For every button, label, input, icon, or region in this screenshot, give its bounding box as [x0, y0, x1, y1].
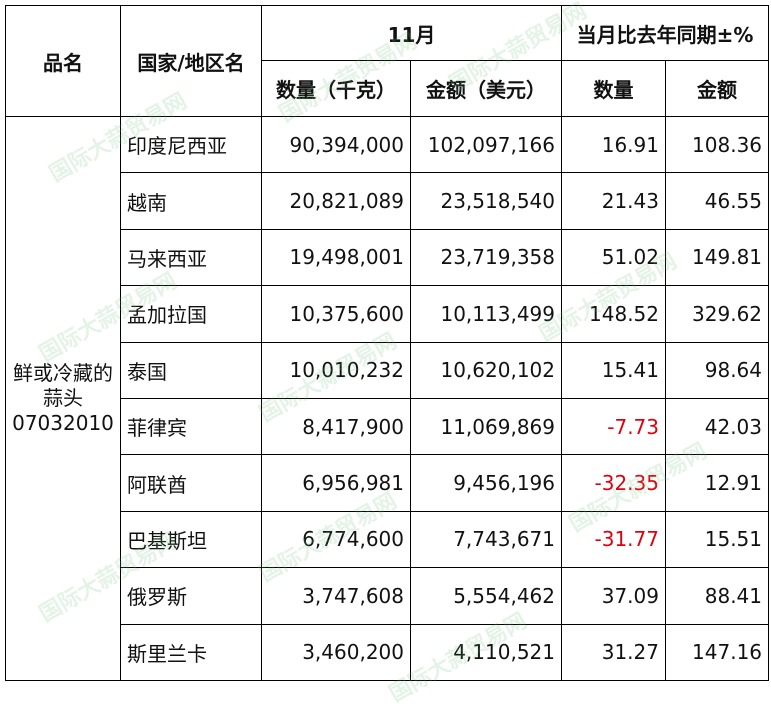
country-cell: 菲律宾 [120, 397, 262, 456]
qty-yoy-cell: 16.91 [561, 115, 666, 174]
country-cell: 越南 [120, 172, 262, 230]
qty-cell: 90,394,000 [261, 115, 411, 174]
amount-cell: 5,554,462 [410, 567, 562, 625]
product-line1: 鲜或冷藏的 [13, 360, 113, 385]
qty-yoy-cell: 15.41 [561, 341, 666, 399]
amount-yoy-cell: 15.51 [664, 510, 770, 569]
amount-cell: 7,743,671 [410, 510, 562, 569]
amount-yoy-header: 金额 [664, 60, 770, 117]
qty-cell: 10,375,600 [261, 285, 411, 343]
country-cell: 俄罗斯 [120, 567, 262, 625]
qty-yoy-cell: -7.73 [561, 397, 666, 456]
product-line2: 蒜头 [43, 385, 83, 410]
amount-usd-header: 金额（美元） [410, 60, 562, 117]
yoy-header: 当月比去年同期±% [560, 5, 770, 61]
table-row: 阿联酋 6,956,981 9,456,196 -32.35 12.91 [6, 454, 770, 512]
qty-cell: 6,774,600 [261, 510, 411, 569]
region-header: 国家/地区名 [120, 5, 262, 117]
qty-kg-header: 数量（千克） [261, 60, 411, 117]
country-cell: 巴基斯坦 [120, 510, 262, 569]
country-cell: 阿联酋 [120, 454, 262, 512]
amount-cell: 23,719,358 [410, 228, 562, 287]
qty-yoy-cell: 21.43 [561, 172, 666, 230]
amount-yoy-cell: 98.64 [664, 341, 770, 399]
product-cell: 鲜或冷藏的 蒜头 07032010 [5, 116, 121, 681]
amount-yoy-cell: 108.36 [664, 115, 770, 174]
amount-yoy-cell: 88.41 [664, 567, 770, 625]
amount-yoy-cell: 46.55 [664, 172, 770, 230]
amount-cell: 9,456,196 [410, 454, 562, 512]
table-row: 越南 20,821,089 23,518,540 21.43 46.55 [6, 172, 770, 230]
qty-yoy-cell: -32.35 [561, 454, 666, 512]
amount-yoy-cell: 147.16 [664, 623, 770, 681]
amount-yoy-cell: 149.81 [664, 228, 770, 287]
month-header: 11月 [261, 5, 562, 61]
qty-cell: 3,747,608 [261, 567, 411, 625]
qty-yoy-cell: 37.09 [561, 567, 666, 625]
qty-cell: 6,956,981 [261, 454, 411, 512]
product-code: 07032010 [12, 410, 114, 435]
country-cell: 斯里兰卡 [120, 623, 262, 681]
table-row: 孟加拉国 10,375,600 10,113,499 148.52 329.62 [6, 285, 770, 343]
table-row: 鲜或冷藏的 蒜头 07032010 印度尼西亚 90,394,000 102,097,16… [5, 115, 770, 681]
amount-cell: 10,620,102 [410, 341, 562, 399]
table-row: 马来西亚 19,498,001 23,719,358 51.02 149.81 [6, 228, 770, 287]
qty-yoy-cell: 148.52 [561, 285, 666, 343]
amount-yoy-cell: 329.62 [664, 285, 770, 343]
qty-cell: 20,821,089 [261, 172, 411, 230]
product-header: 品名 [5, 5, 121, 117]
qty-yoy-header: 数量 [561, 60, 666, 117]
amount-yoy-cell: 42.03 [664, 397, 770, 456]
table-row: 菲律宾 8,417,900 11,069,869 -7.73 42.03 [6, 397, 770, 456]
table-row: 斯里兰卡 3,460,200 4,110,521 31.27 147.16 [6, 623, 770, 681]
amount-cell: 10,113,499 [410, 285, 562, 343]
amount-cell: 4,110,521 [410, 623, 562, 681]
qty-yoy-cell: 31.27 [561, 623, 666, 681]
country-cell: 孟加拉国 [120, 285, 262, 343]
table-row: 巴基斯坦 6,774,600 7,743,671 -31.77 15.51 [6, 510, 770, 569]
country-cell: 马来西亚 [120, 228, 262, 287]
qty-cell: 19,498,001 [261, 228, 411, 287]
country-cell: 泰国 [120, 341, 262, 399]
table-row: 俄罗斯 3,747,608 5,554,462 37.09 88.41 [6, 567, 770, 625]
qty-yoy-cell: -31.77 [561, 510, 666, 569]
amount-cell: 11,069,869 [410, 397, 562, 456]
table-body: 鲜或冷藏的 蒜头 07032010 印度尼西亚 90,394,000 102,097,16… [5, 115, 770, 681]
amount-cell: 23,518,540 [410, 172, 562, 230]
qty-yoy-cell: 51.02 [561, 228, 666, 287]
amount-yoy-cell: 12.91 [664, 454, 770, 512]
qty-cell: 10,010,232 [261, 341, 411, 399]
country-cell: 印度尼西亚 [120, 115, 262, 174]
qty-cell: 3,460,200 [261, 623, 411, 681]
amount-cell: 102,097,166 [410, 115, 562, 174]
garlic-export-table: 品名 国家/地区名 11月 当月比去年同期±% 数量（千克） 金额（美元） 数量… [5, 5, 770, 681]
qty-cell: 8,417,900 [261, 397, 411, 456]
table-row: 泰国 10,010,232 10,620,102 15.41 98.64 [6, 341, 770, 399]
